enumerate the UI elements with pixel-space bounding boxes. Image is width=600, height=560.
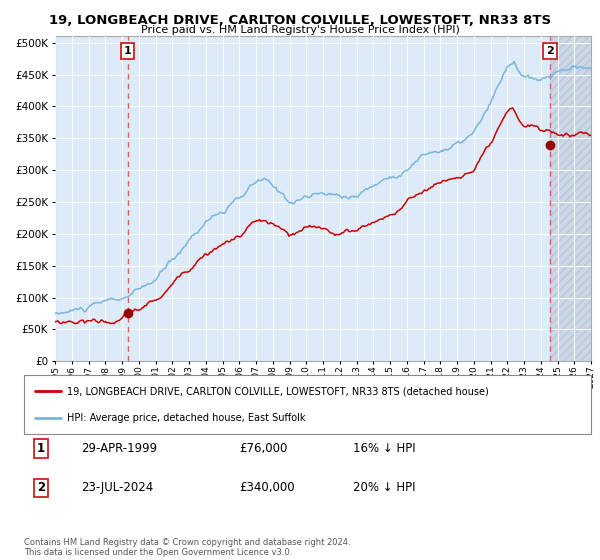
Bar xyxy=(550,36,591,361)
Text: Contains HM Land Registry data © Crown copyright and database right 2024.
This d: Contains HM Land Registry data © Crown c… xyxy=(24,538,350,557)
Text: 16% ↓ HPI: 16% ↓ HPI xyxy=(353,442,415,455)
Text: 29-APR-1999: 29-APR-1999 xyxy=(80,442,157,455)
Text: 23-JUL-2024: 23-JUL-2024 xyxy=(80,481,153,494)
Text: £340,000: £340,000 xyxy=(239,481,295,494)
Text: 2: 2 xyxy=(546,46,554,56)
Text: 19, LONGBEACH DRIVE, CARLTON COLVILLE, LOWESTOFT, NR33 8TS: 19, LONGBEACH DRIVE, CARLTON COLVILLE, L… xyxy=(49,14,551,27)
Bar xyxy=(550,36,591,361)
Text: 20% ↓ HPI: 20% ↓ HPI xyxy=(353,481,415,494)
Text: 1: 1 xyxy=(124,46,131,56)
Text: 2: 2 xyxy=(37,481,45,494)
Text: 19, LONGBEACH DRIVE, CARLTON COLVILLE, LOWESTOFT, NR33 8TS (detached house): 19, LONGBEACH DRIVE, CARLTON COLVILLE, L… xyxy=(67,386,488,396)
Text: 1: 1 xyxy=(37,442,45,455)
Text: £76,000: £76,000 xyxy=(239,442,288,455)
Text: HPI: Average price, detached house, East Suffolk: HPI: Average price, detached house, East… xyxy=(67,413,305,423)
Text: Price paid vs. HM Land Registry's House Price Index (HPI): Price paid vs. HM Land Registry's House … xyxy=(140,25,460,35)
